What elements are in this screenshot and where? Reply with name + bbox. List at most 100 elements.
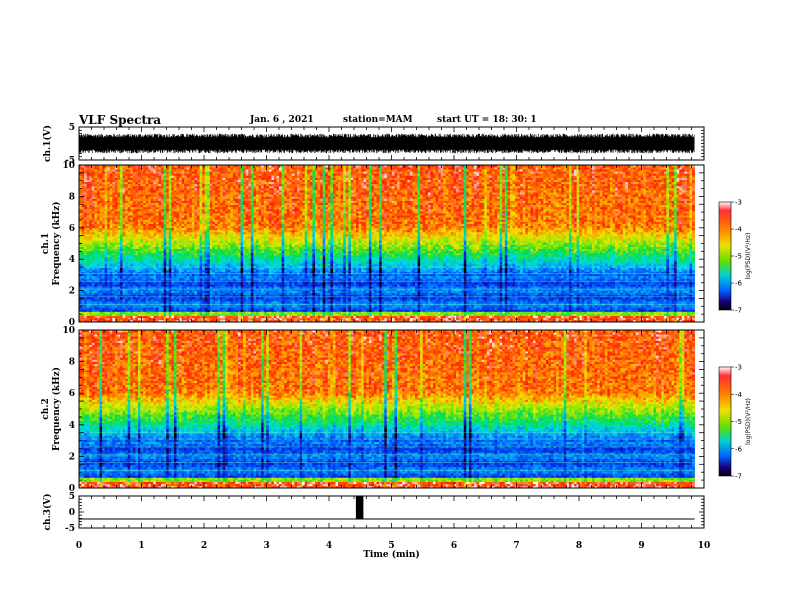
spectro-cell	[104, 215, 108, 218]
spectro-cell	[212, 206, 216, 210]
spectro-cell	[99, 204, 103, 208]
spectro-cell	[109, 301, 113, 304]
spectro-cell	[225, 240, 229, 243]
spectro-cell	[127, 236, 131, 239]
spectro-cell	[135, 261, 139, 264]
spectro-cell	[176, 252, 180, 256]
spectro-cell	[102, 234, 105, 237]
spectro-cell	[186, 169, 190, 172]
spectro-cell	[148, 261, 152, 264]
spectro-cell	[217, 307, 221, 310]
spectro-cell	[120, 198, 123, 201]
spectro-cell	[84, 175, 87, 178]
spectro-cell	[227, 298, 231, 302]
spectro-cell	[196, 290, 200, 293]
spectro-cell	[207, 171, 211, 174]
spectro-cell	[163, 173, 167, 176]
spectro-cell	[117, 263, 121, 266]
spectro-cell	[176, 234, 180, 237]
spectro-cell	[235, 261, 239, 264]
spectro-cell	[214, 303, 218, 306]
spectro-cell	[114, 202, 118, 206]
spectro-cell	[173, 271, 177, 275]
spectro-cell	[202, 257, 205, 260]
spectro-cell	[112, 185, 116, 189]
spectro-cell	[194, 298, 198, 302]
spectro-cell	[225, 213, 229, 216]
spectro-cell	[91, 236, 95, 239]
spectro-cell	[143, 301, 146, 304]
spectro-cell	[166, 167, 170, 170]
spectro-cell	[150, 206, 154, 210]
spectro-cell	[173, 217, 177, 220]
spectro-cell	[179, 185, 182, 189]
spectro-cell	[176, 248, 180, 252]
spectro-cell	[81, 303, 85, 306]
spectro-cell	[150, 255, 154, 258]
spectro-cell	[181, 236, 185, 239]
spectro-cell	[176, 190, 180, 193]
spectro-cell	[220, 219, 223, 222]
spectro-cell	[122, 175, 126, 178]
spectro-cell	[99, 246, 103, 250]
spectro-cell	[189, 255, 193, 258]
spectro-cell	[171, 317, 175, 321]
spectro-cell	[168, 273, 172, 277]
spectro-cell	[214, 244, 218, 247]
spectro-cell	[194, 269, 198, 273]
spectro-cell	[127, 311, 131, 314]
spectro-cell	[222, 181, 226, 185]
spectro-cell	[189, 261, 193, 264]
spectro-cell	[222, 236, 226, 239]
spectro-cell	[161, 265, 164, 268]
spectro-cell	[217, 188, 221, 191]
spectro-cell	[186, 286, 190, 289]
spectro-cell	[143, 305, 146, 308]
spectro-cell	[173, 288, 177, 291]
spectro-cell	[230, 242, 234, 245]
spectro-cell	[173, 208, 177, 212]
spectro-cell	[140, 284, 144, 287]
spectro-cell	[145, 255, 149, 258]
spectro-cell	[125, 301, 129, 304]
spectro-cell	[166, 185, 170, 189]
spectro-cell	[243, 255, 247, 258]
spectro-cell	[143, 198, 146, 201]
spectro-cell	[209, 173, 213, 176]
spectro-cell	[127, 177, 131, 180]
spectro-cell	[191, 198, 195, 201]
spectro-cell	[212, 242, 216, 245]
spectro-cell	[222, 298, 226, 302]
spectro-cell	[232, 196, 236, 199]
spectro-cell	[130, 284, 134, 287]
spectro-cell	[191, 246, 195, 250]
spectro-cell	[217, 183, 221, 187]
spectro-cell	[161, 273, 164, 277]
spectro-cell	[150, 313, 154, 317]
spectro-cell	[189, 259, 193, 262]
spectro-cell	[112, 248, 116, 252]
spectro-cell	[84, 261, 87, 264]
spectro-cell	[150, 311, 154, 314]
spectro-cell	[238, 257, 241, 260]
spectro-cell	[217, 236, 221, 239]
spectro-cell	[79, 284, 82, 287]
spectro-cell	[209, 219, 213, 222]
spectro-cell	[109, 196, 113, 199]
spectro-cell	[91, 188, 95, 191]
spectro-cell	[161, 242, 164, 245]
spectro-cell	[107, 175, 111, 178]
spectro-cell	[163, 219, 167, 222]
spectro-cell	[217, 282, 221, 285]
spectro-cell	[163, 217, 167, 220]
spectro-cell	[166, 200, 170, 203]
spectro-cell	[145, 315, 149, 319]
spectro-cell	[207, 290, 211, 293]
spectro-cell	[143, 290, 146, 293]
spectro-cell	[143, 200, 146, 203]
spectro-cell	[196, 315, 200, 319]
spectro-cell	[184, 175, 188, 178]
spectro-cell	[84, 204, 87, 208]
spectro-cell	[191, 188, 195, 191]
spectro-cell	[166, 271, 170, 275]
